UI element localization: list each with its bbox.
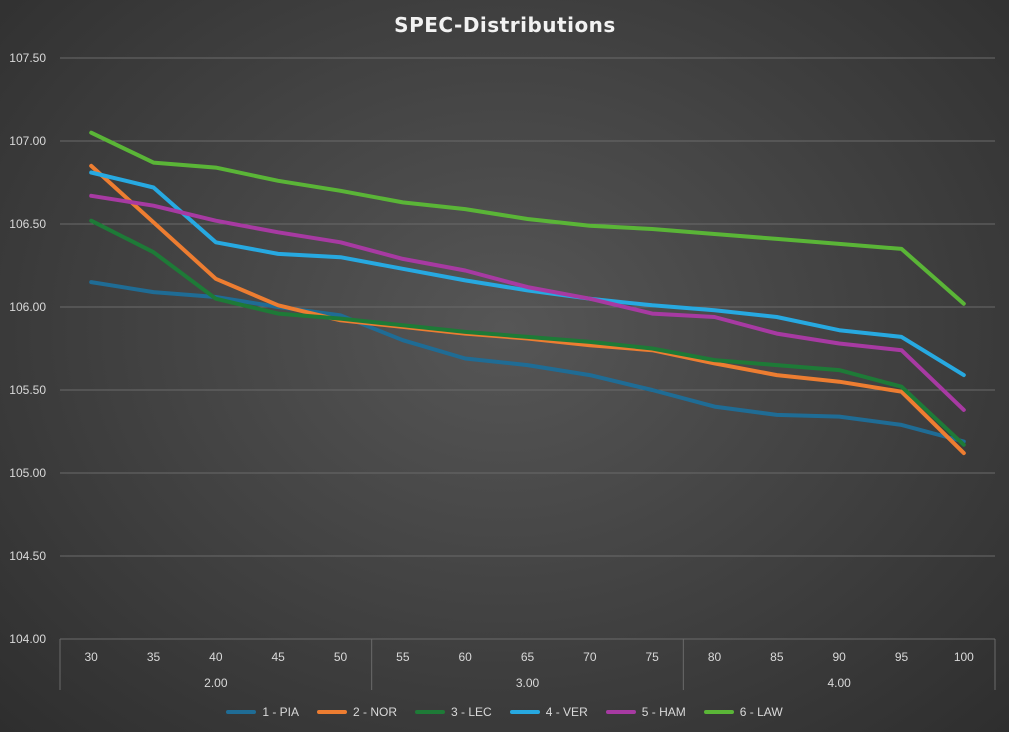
series-line-4	[89, 170, 966, 378]
x-tick-label: 35	[147, 650, 161, 664]
y-tick-label: 105.00	[9, 466, 46, 480]
legend: 1 - PIA 2 - NOR 3 - LEC 4 - VER 5 - HAM 6 - L…	[0, 702, 1009, 722]
x-tick-label: 95	[895, 650, 909, 664]
y-tick-label: 104.00	[9, 632, 46, 646]
x-tick-label: 50	[334, 650, 348, 664]
line-chart: SPEC-Distributions 104.00 104.50 105.00 105…	[9, 13, 996, 690]
legend-item: 5 - HAM	[605, 705, 686, 719]
legend-label: 6 - LAW	[739, 705, 783, 719]
x-group-label: 4.00	[827, 676, 851, 690]
x-tick-label: 55	[396, 650, 410, 664]
x-tick-label: 80	[708, 650, 722, 664]
legend-item: 1 - PIA	[226, 705, 299, 719]
legend-label: 3 - LEC	[451, 705, 492, 719]
legend-swatch	[317, 710, 348, 714]
legend-label: 5 - HAM	[641, 705, 686, 719]
series-line-1	[89, 280, 966, 444]
legend-item: 6 - LAW	[703, 705, 783, 719]
x-tick-label: 45	[271, 650, 285, 664]
y-tick-label: 104.50	[9, 549, 46, 563]
legend-item: 3 - LEC	[415, 705, 492, 719]
legend-swatch	[605, 710, 636, 714]
legend-item: 4 - VER	[509, 705, 588, 719]
x-tick-label: 65	[521, 650, 535, 664]
x-tick-label: 90	[832, 650, 846, 664]
series-line-5	[89, 193, 966, 412]
x-group-label: 3.00	[516, 676, 540, 690]
x-axis: 30 35 40 45 50 55 60 65 70 75 80 85 90 95 100 2.00 3.00 4…	[59, 639, 996, 690]
chart-title: SPEC-Distributions	[394, 13, 616, 37]
y-tick-label: 106.00	[9, 300, 46, 314]
y-tick-label: 107.00	[9, 134, 46, 148]
x-tick-label: 75	[645, 650, 659, 664]
legend-item: 2 - NOR	[317, 705, 397, 719]
legend-label: 4 - VER	[545, 705, 588, 719]
x-group-label: 2.00	[204, 676, 228, 690]
y-tick-label: 105.50	[9, 383, 46, 397]
series-lines	[89, 130, 966, 456]
x-tick-label: 100	[954, 650, 974, 664]
y-axis-ticks: 104.00 104.50 105.00 105.50 106.00 106.50 107.…	[9, 51, 46, 646]
x-tick-label: 30	[84, 650, 98, 664]
series-line-3	[89, 218, 966, 447]
x-tick-label: 60	[458, 650, 472, 664]
legend-swatch	[415, 710, 446, 714]
gridlines	[60, 57, 995, 640]
series-line-2	[89, 163, 966, 456]
y-tick-label: 106.50	[9, 217, 46, 231]
legend-label: 1 - PIA	[262, 705, 300, 719]
legend-label: 2 - NOR	[353, 705, 398, 719]
x-tick-label: 70	[583, 650, 597, 664]
legend-swatch	[509, 710, 540, 714]
x-tick-label: 85	[770, 650, 784, 664]
x-tick-label: 40	[209, 650, 223, 664]
series-line-6	[89, 130, 966, 306]
legend-swatch	[703, 710, 734, 714]
legend-swatch	[226, 710, 257, 714]
y-tick-label: 107.50	[9, 51, 46, 65]
